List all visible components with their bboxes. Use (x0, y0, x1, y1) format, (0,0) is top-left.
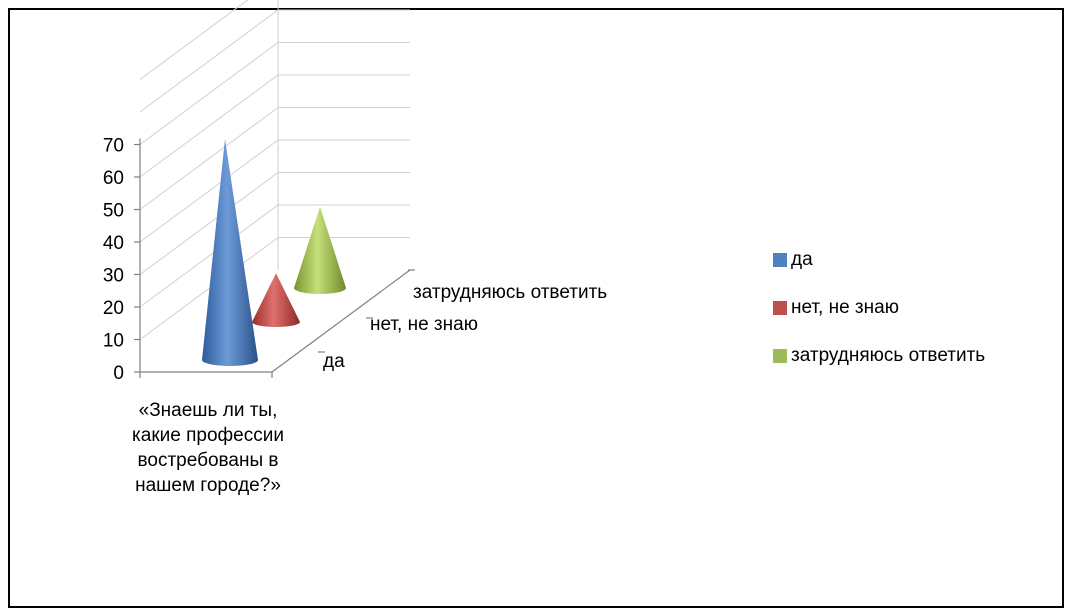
depth-axis-labels: да нет, не знаю затрудняюсь ответить (318, 269, 607, 372)
gridline (139, 9, 410, 113)
gridline (139, 107, 410, 210)
gridline (139, 0, 249, 80)
gridline (139, 172, 410, 275)
depth-label: затрудняюсь ответить (413, 282, 607, 303)
depth-label: да (323, 351, 345, 372)
y-tick-label: 20 (103, 298, 124, 319)
cone-2 (294, 206, 346, 294)
depth-label: нет, не знаю (370, 314, 478, 335)
y-tick-label: 0 (113, 363, 124, 384)
gridline (139, 139, 410, 243)
legend-item: нет, не знаю (773, 297, 899, 319)
gridline (139, 204, 410, 308)
y-tick-label: 50 (103, 201, 124, 222)
depth-axis-line (271, 269, 411, 373)
legend-swatch (773, 253, 787, 267)
y-tick-label: 40 (103, 233, 124, 254)
y-tick-label: 10 (103, 331, 124, 352)
legend-item: да (773, 249, 813, 271)
legend-label: затрудняюсь ответить (791, 345, 986, 366)
legend-swatch (773, 349, 787, 363)
cone-0 (202, 139, 258, 366)
legend-swatch (773, 301, 787, 315)
x-category-label: «Знаешь ли ты, какие профессии востребов… (132, 400, 284, 496)
cone-1 (252, 273, 300, 327)
y-tick-label: 60 (103, 168, 124, 189)
y-axis-ticks: 0 10 20 30 40 50 60 70 (103, 136, 140, 384)
gridline (139, 42, 410, 145)
legend-label: да (791, 249, 813, 270)
legend-label: нет, не знаю (791, 297, 899, 318)
gridline (139, 74, 410, 178)
y-tick-label: 70 (103, 136, 124, 157)
y-tick-label: 30 (103, 266, 124, 287)
gridlines (139, 0, 410, 340)
cones (202, 139, 346, 366)
gridline (139, 237, 410, 340)
legend-item: затрудняюсь ответить (773, 345, 985, 367)
